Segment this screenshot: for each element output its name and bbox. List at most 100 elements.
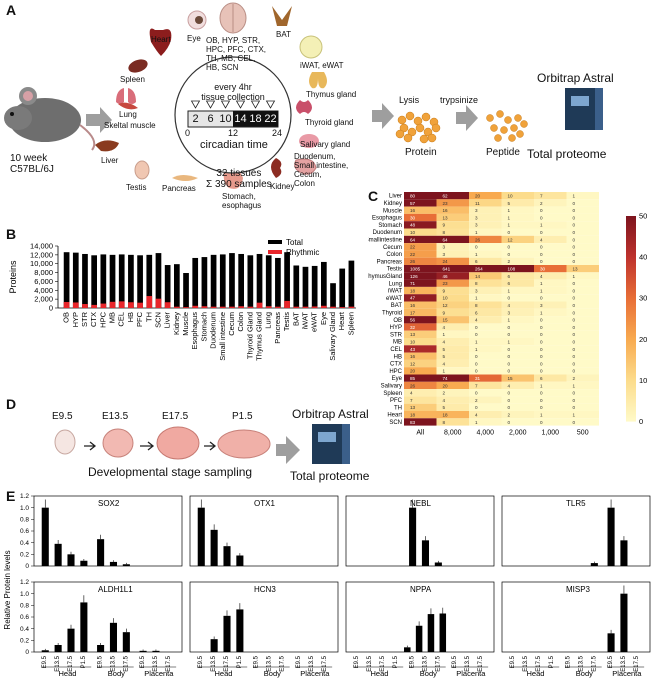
category-label: Muscle	[181, 312, 190, 336]
heatmap-cell-value: 0	[475, 245, 478, 250]
heatmap-cell	[404, 294, 437, 302]
bar-rhythmic	[192, 305, 199, 308]
heatmap-cell-value: 30	[410, 215, 416, 220]
bar-rhythmic	[348, 306, 355, 308]
protein-panel-title: NEBL	[410, 499, 431, 508]
heatmap-cell-value: 4	[540, 274, 543, 279]
arrow-right-icon	[204, 441, 217, 451]
stage-tick-label: E9.5	[98, 655, 104, 668]
heatmap-row-label: Smallintestine	[368, 238, 403, 244]
heatmap-cell	[436, 250, 469, 258]
heatmap-cell-value: 0	[573, 361, 576, 366]
stage-tick-label: E17.5	[224, 655, 230, 671]
heatmap-cell-value: 0	[508, 369, 511, 374]
heatmap-row-label: PFC	[390, 398, 403, 404]
heatmap-cell-value: 8	[475, 303, 478, 308]
bar-rhythmic	[265, 306, 272, 308]
heatmap-cell	[469, 359, 502, 368]
sampling-label: Developmental stage sampling	[88, 465, 253, 479]
tissue-label-pancreas: Pancreas	[162, 184, 196, 193]
timepoint: 10	[219, 113, 232, 125]
bar-rhythmic	[229, 306, 235, 308]
heatmap-cell	[436, 257, 469, 265]
heatmap-cell-value: 3	[475, 288, 478, 293]
heatmap-cell	[469, 381, 502, 390]
heatmap-cell-value: 0	[540, 340, 543, 345]
arrow-right-icon	[276, 436, 300, 464]
bar-rhythmic	[164, 302, 171, 308]
heatmap-cell	[534, 243, 567, 251]
heatmap-cell	[436, 308, 469, 317]
heatmap-cell	[469, 345, 502, 353]
heatmap-cell	[404, 338, 437, 346]
heatmap-cell	[404, 257, 437, 265]
heatmap-cell-value: 0	[573, 354, 576, 359]
heatmap-row-label: CTX	[390, 362, 402, 368]
category-label: Thyroid Gland	[245, 312, 254, 359]
heatmap-row-label: Heart	[387, 413, 402, 419]
heatmap-cell-value: 6	[508, 274, 511, 279]
heatmap-cell	[469, 330, 502, 338]
tissue-label-stomach: Stomach, esophagus	[222, 192, 262, 210]
heatmap-cell-value: 641	[443, 267, 451, 272]
heatmap-cell-value: 0	[475, 405, 478, 410]
liver-icon	[95, 140, 119, 152]
heatmap-cell-value: 48	[410, 223, 416, 228]
heatmap-cell	[469, 272, 502, 280]
heatmap-cell	[534, 374, 567, 382]
heatmap-cell	[566, 330, 599, 338]
protein-level-bar	[109, 561, 118, 566]
heatmap-cell	[566, 411, 599, 419]
category-label: HB	[126, 312, 135, 322]
heatmap-cell-value: 0	[508, 325, 511, 330]
group-label: Head	[370, 669, 388, 678]
heatmap-cell	[566, 374, 599, 382]
heatmap-cell-value: 0	[540, 208, 543, 213]
heatmap-cell-value: 0	[573, 215, 576, 220]
heatmap-row-label: Cecum	[383, 245, 402, 251]
heatmap-cell	[566, 228, 599, 236]
heatmap-cell	[404, 308, 437, 317]
heatmap-cell-value: 32	[410, 325, 416, 330]
heatmap-cell	[534, 316, 567, 324]
heatmap-cell	[404, 359, 437, 368]
heatmap-cell	[404, 213, 437, 222]
heatmap-cell	[436, 418, 469, 426]
heatmap-cell	[566, 199, 599, 207]
arrow-right-icon	[456, 105, 478, 131]
heatmap-cell	[469, 265, 502, 273]
bar-rhythmic	[100, 303, 107, 308]
heatmap-cell-value: 8	[475, 281, 478, 286]
heatmap-cell-value: 4	[443, 340, 446, 345]
heatmap-cell-value: 0	[573, 340, 576, 345]
spleen-icon	[128, 59, 148, 73]
heatmap-cell-value: 0	[573, 398, 576, 403]
protein-dot-icon	[395, 129, 405, 139]
tissue-label-heart: Heart	[151, 35, 171, 44]
protein-icon	[395, 111, 441, 144]
heatmap-row-label: Eye	[392, 376, 403, 382]
heatmap-cell-value: 3	[475, 215, 478, 220]
heatmap-cell-value: 1	[508, 208, 511, 213]
heatmap-row-label: Colon	[386, 252, 402, 258]
heatmap-cell-value: 0	[475, 391, 478, 396]
heatmap-cell-value: 0	[540, 215, 543, 220]
heatmap-row-label: STR	[390, 332, 403, 338]
bar-total	[320, 261, 327, 308]
heatmap-column-label: 1,000	[541, 430, 559, 437]
heatmap-cell-value: 2	[443, 391, 446, 396]
instrument-label: Orbitrap Astral	[292, 407, 369, 421]
heatmap-cell	[469, 294, 502, 302]
bar-total	[109, 254, 116, 308]
protein-dot-icon	[427, 133, 437, 143]
stage-tick-label: E9.5	[566, 655, 572, 668]
heatmap-cell-value: 6	[508, 281, 511, 286]
stage-tick-label: E17.5	[435, 655, 441, 671]
heatmap-cell-value: 56	[410, 318, 416, 323]
heatmap-cell-value: 1085	[410, 267, 421, 272]
heatmap-cell	[501, 243, 534, 251]
timepoint: 6	[207, 113, 214, 125]
protein-level-bar	[152, 650, 160, 652]
y-tick-label: 0.2	[20, 552, 29, 559]
heatmap-cell	[469, 367, 502, 375]
